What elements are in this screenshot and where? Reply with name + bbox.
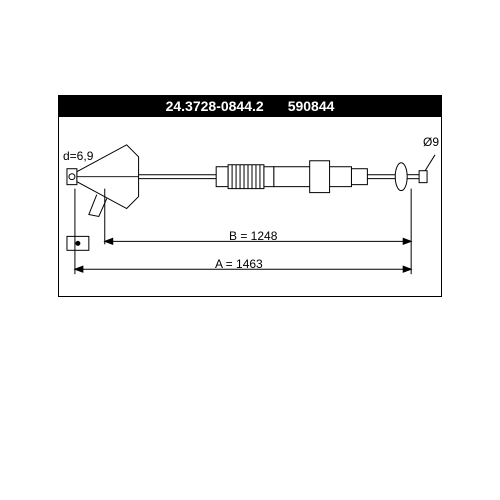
reference-number: 590844 <box>288 98 335 114</box>
drawing-frame: d=6,9 Ø9 B = 1248 A = 1463 <box>58 117 442 297</box>
header-bar: 24.3728-0844.2 590844 <box>58 95 442 117</box>
adjuster-housing <box>216 165 274 189</box>
outer-casing <box>274 161 368 193</box>
dim-b-label: B = 1248 <box>229 229 277 243</box>
d-reference-symbol <box>67 236 89 250</box>
right-end-fitting <box>395 163 427 191</box>
part-number: 24.3728-0844.2 <box>166 98 264 114</box>
dim-a-label: A = 1463 <box>215 257 263 271</box>
diameter-label: Ø9 <box>423 135 439 149</box>
tech-drawing: 24.3728-0844.2 590844 <box>0 0 500 500</box>
d-label: d=6,9 <box>63 149 93 163</box>
diameter-leader <box>425 155 435 171</box>
